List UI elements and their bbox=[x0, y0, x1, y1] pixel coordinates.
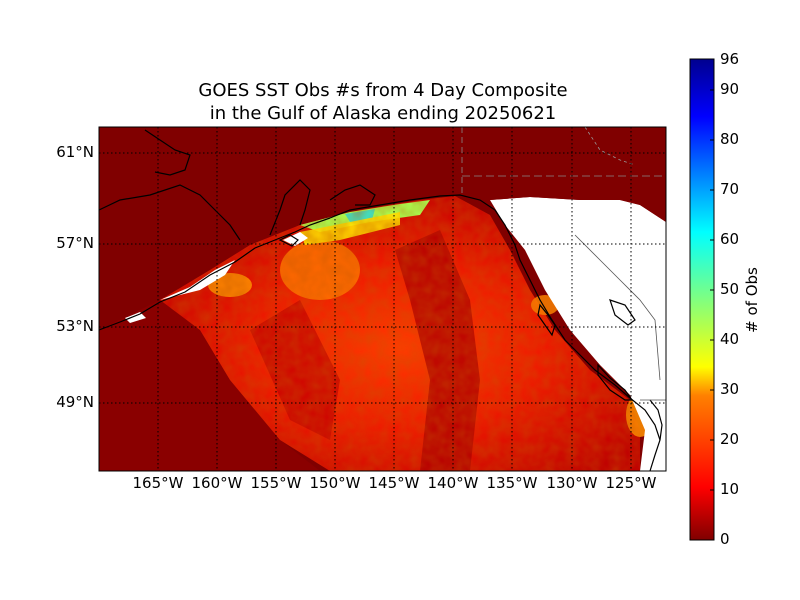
lat-label-53: 53°N bbox=[56, 317, 94, 335]
lon-label-155: 155°W bbox=[250, 474, 302, 492]
lon-label-165: 165°W bbox=[132, 474, 184, 492]
cb-label-60: 60 bbox=[720, 230, 740, 248]
map-frame bbox=[98, 126, 667, 472]
border-province bbox=[574, 234, 661, 381]
map-panel bbox=[99, 127, 666, 471]
cb-label-80: 80 bbox=[720, 130, 740, 148]
coastline-prince-william-sound bbox=[329, 184, 376, 206]
title-line-1: GOES SST Obs #s from 4 Day Composite bbox=[198, 80, 568, 101]
cb-label-90: 90 bbox=[720, 80, 740, 98]
borders bbox=[461, 127, 666, 401]
lat-label-61: 61°N bbox=[56, 143, 94, 161]
lon-label-135: 135°W bbox=[486, 474, 538, 492]
border-dotted-north bbox=[584, 127, 636, 166]
lon-label-150: 150°W bbox=[309, 474, 361, 492]
lat-label-49: 49°N bbox=[56, 393, 94, 411]
no-data-region bbox=[490, 197, 666, 471]
no-data-patch-3 bbox=[125, 312, 146, 323]
coastline-southeast-alaska bbox=[494, 209, 661, 441]
cb-label-30: 30 bbox=[720, 380, 740, 398]
cb-label-50: 50 bbox=[720, 280, 740, 298]
coastline-south-alaska bbox=[329, 194, 496, 219]
no-obs-cap bbox=[455, 127, 666, 222]
ocean-texture bbox=[160, 196, 640, 471]
coastline-vancouver-island bbox=[537, 303, 556, 337]
lon-label-145: 145°W bbox=[368, 474, 420, 492]
ocean-west-low-obs bbox=[99, 300, 320, 471]
lon-label-160: 160°W bbox=[191, 474, 243, 492]
colorbar-title: # of Obs bbox=[743, 267, 761, 333]
cb-label-10: 10 bbox=[720, 480, 740, 498]
coastline-alaska-peninsula bbox=[99, 217, 331, 331]
title-line-2: in the Gulf of Alaska ending 20250621 bbox=[209, 103, 557, 124]
coastline-cook-inlet bbox=[269, 179, 311, 236]
colorbar bbox=[689, 58, 715, 541]
coastline-washington bbox=[649, 399, 663, 471]
coastline-bristol-bay bbox=[99, 184, 241, 241]
no-data-patch-1 bbox=[160, 260, 235, 300]
cb-label-96: 96 bbox=[720, 50, 740, 68]
graticule bbox=[99, 127, 666, 471]
lon-label-130: 130°W bbox=[546, 474, 598, 492]
cb-label-20: 20 bbox=[720, 430, 740, 448]
lon-label-140: 140°W bbox=[427, 474, 479, 492]
coastline-inland-lakes bbox=[609, 299, 636, 326]
coastline-norton-sound bbox=[144, 129, 191, 176]
lon-label-125: 125°W bbox=[605, 474, 657, 492]
cb-label-70: 70 bbox=[720, 180, 740, 198]
cb-label-0: 0 bbox=[720, 530, 730, 548]
cb-label-40: 40 bbox=[720, 330, 740, 348]
lat-label-57: 57°N bbox=[56, 234, 94, 252]
coastline-haida-gwaii bbox=[597, 363, 634, 401]
colorbar-ticks bbox=[710, 58, 714, 541]
